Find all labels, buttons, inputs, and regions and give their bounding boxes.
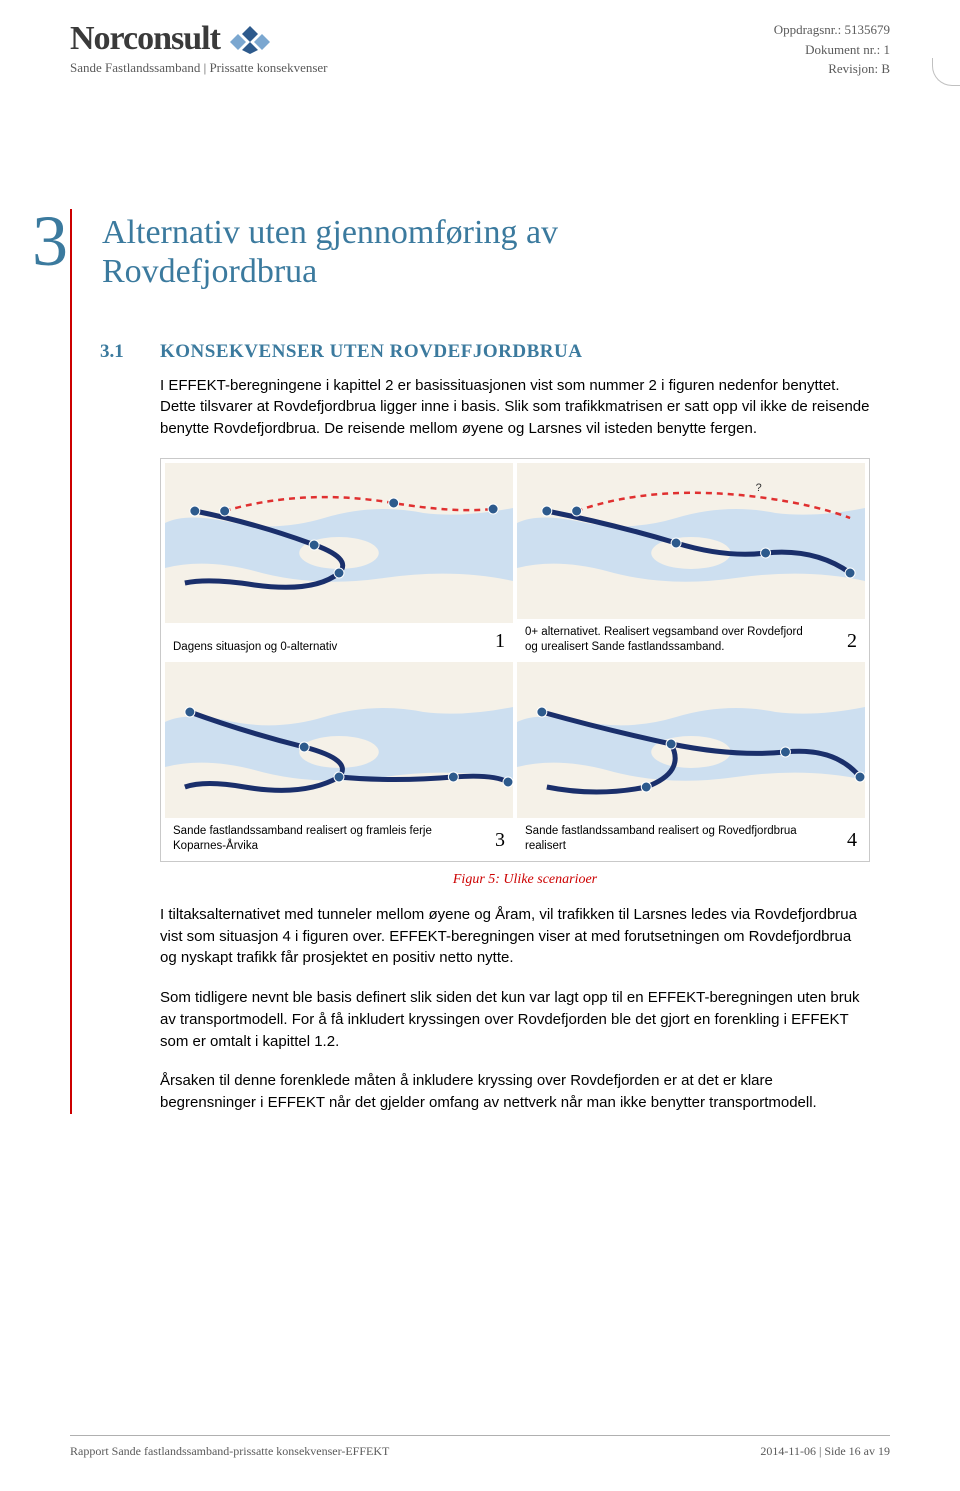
panel-caption: Sande fastlandssamband realisert og fram…	[173, 824, 465, 853]
paragraph-4: Årsaken til denne forenklede måten å ink…	[160, 1070, 870, 1114]
figure-caption: Figur 5: Ulike scenarioer	[160, 872, 890, 888]
paragraph-3: Som tidligere nevnt ble basis definert s…	[160, 987, 870, 1052]
section-title: KONSEKVENSER UTEN ROVDEFJORDBRUA	[160, 341, 582, 363]
main-content: 3 Alternativ uten gjennomføring av Rovde…	[70, 209, 890, 1114]
document-subtitle: Sande Fastlandssamband | Prissatte konse…	[70, 60, 328, 76]
meta-oppdrag: Oppdragsnr.: 5135679	[774, 20, 890, 40]
paragraph-2: I tiltaksalternativet med tunneler mello…	[160, 904, 870, 969]
chapter-title: Alternativ uten gjennomføring av Rovdefj…	[102, 213, 702, 291]
meta-revisjon: Revisjon: B	[774, 59, 890, 79]
chapter-number: 3	[32, 209, 102, 274]
section-number: 3.1	[100, 341, 160, 363]
page-footer: Rapport Sande fastlandssamband-prissatte…	[70, 1435, 890, 1459]
paragraph-1: I EFFEKT-beregningene i kapittel 2 er ba…	[160, 375, 870, 440]
svg-text:?: ?	[756, 482, 762, 494]
panel-number: 4	[847, 828, 857, 853]
page-header: Norconsult Sande Fastlandssamband | Pris…	[70, 20, 890, 79]
panel-caption: Sande fastlandssamband realisert og Rove…	[525, 824, 817, 853]
logo-block: Norconsult Sande Fastlandssamband | Pris…	[70, 20, 328, 76]
panel-number: 1	[495, 629, 505, 654]
panel-number: 3	[495, 828, 505, 853]
logo-icon	[228, 24, 272, 54]
map-panel-1: Dagens situasjon og 0-alternativ 1	[165, 463, 513, 658]
panel-number: 2	[847, 629, 857, 654]
page-corner-decoration	[932, 58, 960, 86]
meta-dokument: Dokument nr.: 1	[774, 40, 890, 60]
footer-left: Rapport Sande fastlandssamband-prissatte…	[70, 1444, 389, 1459]
footer-right: 2014-11-06 | Side 16 av 19	[760, 1444, 890, 1459]
panel-caption: 0+ alternativet. Realisert vegsamband ov…	[525, 625, 817, 654]
logo-text: Norconsult	[70, 20, 220, 58]
map-panel-4: Sande fastlandssamband realisert og Rove…	[517, 662, 865, 857]
panel-caption: Dagens situasjon og 0-alternativ	[173, 640, 337, 654]
map-panel-3: Sande fastlandssamband realisert og fram…	[165, 662, 513, 857]
document-meta: Oppdragsnr.: 5135679 Dokument nr.: 1 Rev…	[774, 20, 890, 79]
figure-5: Dagens situasjon og 0-alternativ 1 ? 0+ …	[160, 458, 870, 862]
map-panel-2: ? 0+ alternativet. Realisert vegsamband …	[517, 463, 865, 658]
